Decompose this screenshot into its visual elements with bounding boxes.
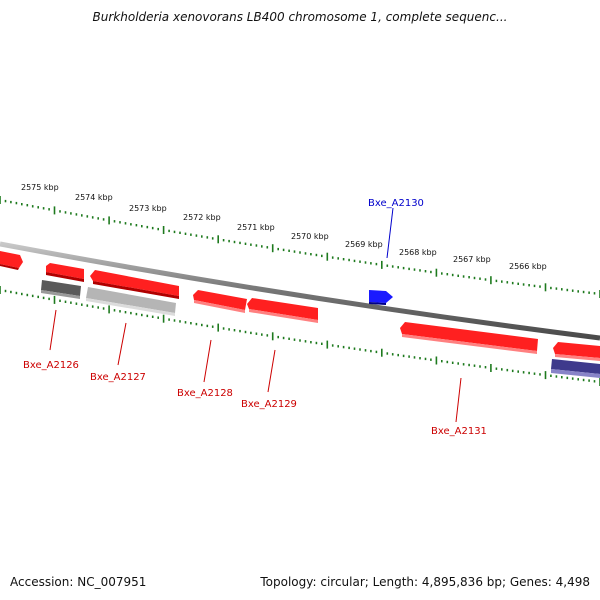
gene-labels: Bxe_A2126 Bxe_A2127 Bxe_A2128 Bxe_A2129 … [23,198,487,437]
gene-arrow[interactable] [553,342,600,361]
kbp-label: 2570 kbp [291,232,329,241]
gene-label-bxe-a2130[interactable]: Bxe_A2130 [368,198,424,209]
gene-label-bxe-a2131[interactable]: Bxe_A2131 [431,426,487,437]
kbp-label: 2567 kbp [453,255,491,264]
kbp-label: 2574 kbp [75,193,113,202]
gene-label-bxe-a2128[interactable]: Bxe_A2128 [177,388,233,399]
kbp-label: 2571 kbp [237,223,275,232]
inner-scale-ticks [0,286,600,386]
accession-text: Accession: NC_007951 [10,575,147,589]
kbp-label: 2572 kbp [183,213,221,222]
gene-arrow[interactable] [90,270,179,299]
topology-summary-text: Topology: circular; Length: 4,895,836 bp… [260,575,590,589]
gene-bxe-a2126-arrow[interactable] [41,280,81,299]
kbp-label: 2566 kbp [509,262,547,271]
gene-bxe-a2127-arrow[interactable] [86,287,176,316]
gene-label-bxe-a2129[interactable]: Bxe_A2129 [241,399,297,410]
outer-scale-ticks [0,196,600,298]
chromosome-backbone [0,241,600,341]
gene-arrow[interactable] [0,251,23,270]
kbp-label: 2569 kbp [345,240,383,249]
gene-label-bxe-a2126[interactable]: Bxe_A2126 [23,360,79,371]
gene-arrow[interactable] [551,359,600,378]
label-leaders [49,207,462,423]
kbp-label: 2568 kbp [399,248,437,257]
gene-label-bxe-a2127[interactable]: Bxe_A2127 [90,372,146,383]
gene-bxe-a2128-arrow[interactable] [193,290,247,313]
forward-strand-genes [0,251,393,305]
gene-bxe-a2131-arrow[interactable] [400,322,538,354]
gene-bxe-a2129-arrow[interactable] [247,298,318,323]
kbp-labels: 2575 kbp 2574 kbp 2573 kbp 2572 kbp 2571… [21,183,547,271]
gene-arrow[interactable] [46,263,84,282]
reverse-strand-genes [41,280,600,378]
map-title: Burkholderia xenovorans LB400 chromosome… [92,10,508,24]
kbp-label: 2573 kbp [129,204,167,213]
gene-bxe-a2130-arrow[interactable] [369,290,393,305]
kbp-label: 2575 kbp [21,183,59,192]
